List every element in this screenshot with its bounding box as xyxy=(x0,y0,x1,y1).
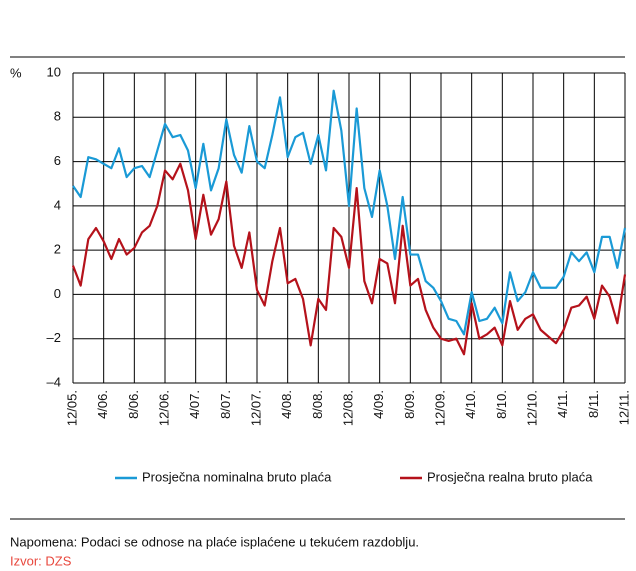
y-tick-label: –4 xyxy=(47,374,61,389)
y-tick-label: –2 xyxy=(47,330,61,345)
y-tick-label: 10 xyxy=(47,64,61,79)
x-tick-label: 8/09. xyxy=(402,390,417,419)
y-tick-label: 2 xyxy=(54,242,61,257)
series-line xyxy=(72,89,627,336)
series-line xyxy=(71,162,627,356)
x-tick-label: 12/05. xyxy=(64,390,79,426)
x-tick-label: 8/06. xyxy=(126,390,141,419)
x-tick-label: 4/09. xyxy=(371,390,386,419)
x-tick-label: 12/09. xyxy=(432,390,447,426)
y-tick-label: 4 xyxy=(54,197,61,212)
x-tick-label: 12/11. xyxy=(616,390,631,425)
source: Izvor: DZS xyxy=(10,553,72,568)
x-tick-label: 4/06. xyxy=(95,390,110,419)
x-tick-label: 12/06. xyxy=(156,390,171,426)
x-tick-label: 12/07. xyxy=(248,390,263,426)
x-tick-label: 4/07. xyxy=(187,390,202,419)
x-tick-label: 4/10. xyxy=(463,390,478,419)
y-tick-label: 8 xyxy=(54,109,61,124)
y-tick-label: 6 xyxy=(54,153,61,168)
x-tick-label: 8/11. xyxy=(586,390,601,418)
x-tick-label: 4/08. xyxy=(279,390,294,419)
x-tick-label: 8/10. xyxy=(494,390,509,419)
x-tick-label: 8/07. xyxy=(218,390,233,419)
y-axis-label: % xyxy=(10,65,22,80)
x-tick-label: 12/10. xyxy=(524,390,539,426)
legend-label: Prosječna nominalna bruto plaća xyxy=(142,469,332,484)
x-tick-label: 8/08. xyxy=(310,390,325,419)
y-tick-label: 0 xyxy=(54,286,61,301)
legend-label: Prosječna realna bruto plaća xyxy=(427,469,593,484)
note: Napomena: Podaci se odnose na plaće ispl… xyxy=(10,534,419,549)
x-tick-label: 4/11. xyxy=(555,390,570,418)
x-tick-label: 12/08. xyxy=(340,390,355,426)
